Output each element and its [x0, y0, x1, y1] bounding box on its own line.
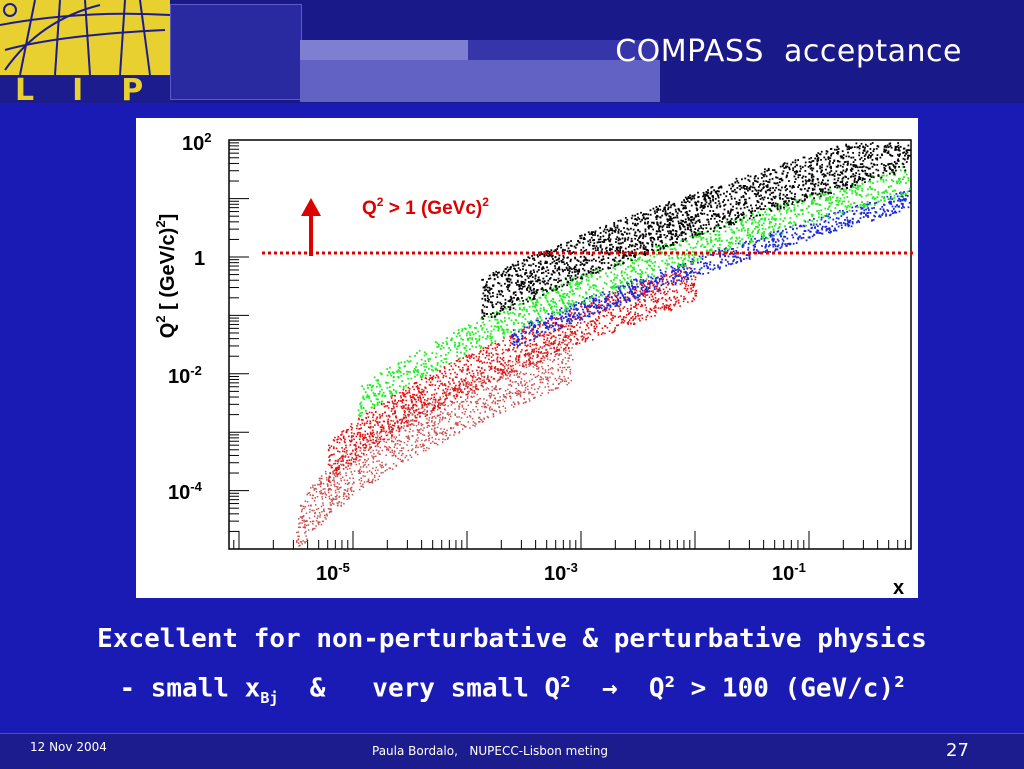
- footer-date: 12 Nov 2004: [30, 740, 107, 754]
- plot-frame: [229, 140, 911, 549]
- caption: Excellent for non-perturbative & perturb…: [0, 618, 1024, 720]
- acceptance-plot: Q2 [ (GeV/c)2] 102 1 10-2 10-4 10-5 10-3…: [136, 118, 918, 598]
- header-bar: LIP COMPASS acceptance: [0, 0, 1024, 103]
- y-axis-label: Q2 [ (GeV/c)2]: [153, 214, 179, 339]
- caption-part: & very small Q: [278, 674, 560, 704]
- y-tick-label: 102: [182, 130, 211, 155]
- up-arrow-head: [301, 198, 321, 216]
- y-tick-label: 1: [194, 248, 205, 270]
- caption-part: Q: [649, 674, 665, 704]
- y-tick-label: 10-4: [168, 479, 203, 504]
- caption-line-1: Excellent for non-perturbative & perturb…: [0, 618, 1024, 661]
- header-decor-bar: [170, 4, 302, 100]
- y-label-sup: 2: [153, 315, 168, 322]
- x-tick-label: 10-5: [316, 560, 350, 585]
- caption-sup: 2: [894, 673, 904, 691]
- caption-sub: Bj: [260, 689, 278, 707]
- caption-line-2: - small xBj & very small Q2 → Q2 > 100 (…: [0, 661, 1024, 720]
- right-arrow-icon: →: [571, 674, 649, 704]
- header-decor-bar: [300, 60, 660, 102]
- footer-bar: 12 Nov 2004 Paula Bordalo, NUPECC-Lisbon…: [0, 733, 1024, 769]
- y-tick-label: 10-2: [168, 363, 202, 388]
- y-label-units-sup: 2: [153, 220, 168, 227]
- caption-part: - small x: [119, 674, 260, 704]
- logo-text: LIP: [15, 73, 170, 103]
- page-number: 27: [946, 740, 969, 761]
- caption-sup: 2: [560, 673, 570, 691]
- x-tick-label: 10-3: [544, 560, 578, 585]
- y-tick-labels: 102 1 10-2 10-4: [168, 130, 211, 504]
- x-tick-labels: 10-5 10-3 10-1 x: [316, 560, 904, 598]
- x-axis-label: x: [893, 577, 904, 598]
- caption-sup: 2: [665, 673, 675, 691]
- x-tick-label: 10-1: [772, 560, 806, 585]
- lip-logo: LIP: [0, 0, 170, 103]
- threshold-annotation: Q2 > 1 (GeVc)2: [362, 195, 489, 219]
- footer-author: Paula Bordalo, NUPECC-Lisbon meting: [372, 744, 608, 758]
- y-label-close: ]: [157, 214, 179, 221]
- lip-logo-graphic: LIP: [0, 0, 170, 103]
- caption-part: > 100 (GeV/c): [675, 674, 894, 704]
- scatter-plot-svg: Q2 [ (GeV/c)2] 102 1 10-2 10-4 10-5 10-3…: [136, 118, 918, 598]
- y-label-q: Q: [157, 323, 179, 339]
- y-label-units: [ (GeV/c): [157, 228, 179, 310]
- slide-title: COMPASS acceptance: [615, 34, 962, 69]
